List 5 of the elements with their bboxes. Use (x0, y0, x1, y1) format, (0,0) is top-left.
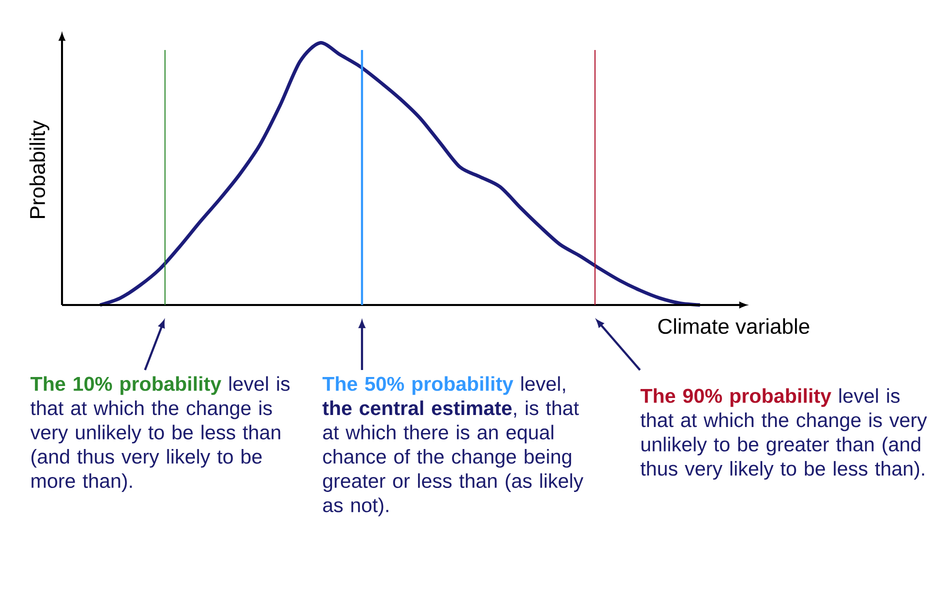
y-axis-title: Probability (29, 120, 50, 218)
text: The 10% probability level is that at which the change is very unlikely to be less than (and thus very likely to be more than). (30, 376, 290, 492)
x-axis-title: Climate variable (658, 318, 810, 334)
text: The 90% probability level is that at which the change is very unlikely to be greater than (and thus very likely to be less than). (640, 388, 927, 480)
text: The 50% probability level, the central estimate, is that at which there is an equal chance of the change being greater or less than (as likely as not). (322, 376, 584, 516)
